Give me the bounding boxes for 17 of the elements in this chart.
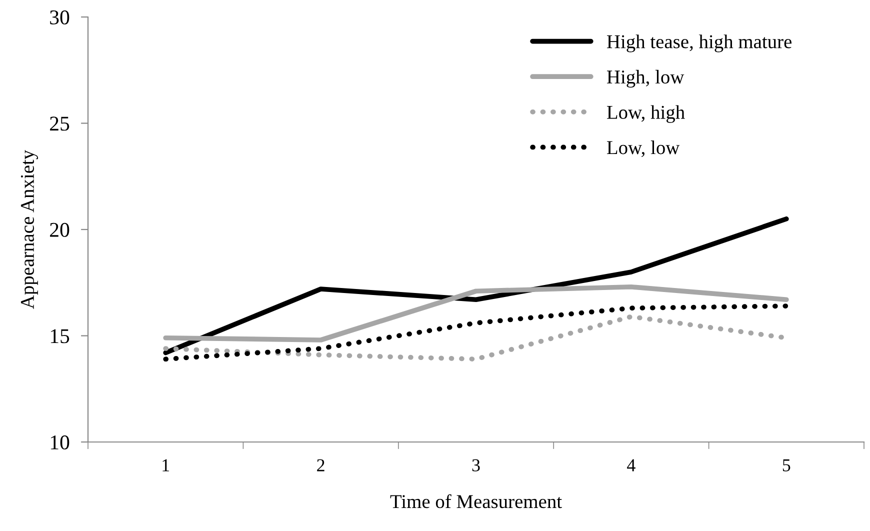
x-tick-label: 4 — [627, 459, 636, 472]
x-tick-label: 2 — [317, 459, 324, 472]
y-tick-label: 15 — [50, 329, 70, 344]
x-tick-label: 1 — [162, 459, 170, 472]
y-tick-label: 20 — [50, 222, 70, 237]
y-tick-label: 10 — [50, 435, 70, 450]
legend-label: High, low — [606, 70, 684, 88]
x-tick-label: 3 — [472, 459, 480, 472]
legend-label: Low, low — [606, 140, 680, 158]
line-series — [163, 284, 789, 342]
legend-label: High tease, high mature — [606, 34, 792, 52]
x-tick-label: 5 — [782, 459, 790, 472]
x-axis-title: Time of Measurement — [390, 494, 562, 508]
y-tick-label: 30 — [50, 10, 70, 24]
y-tick-label: 25 — [50, 116, 70, 131]
legend-label: Low, high — [606, 105, 685, 123]
y-axis-title: Appearnace Anxiety — [20, 150, 38, 309]
